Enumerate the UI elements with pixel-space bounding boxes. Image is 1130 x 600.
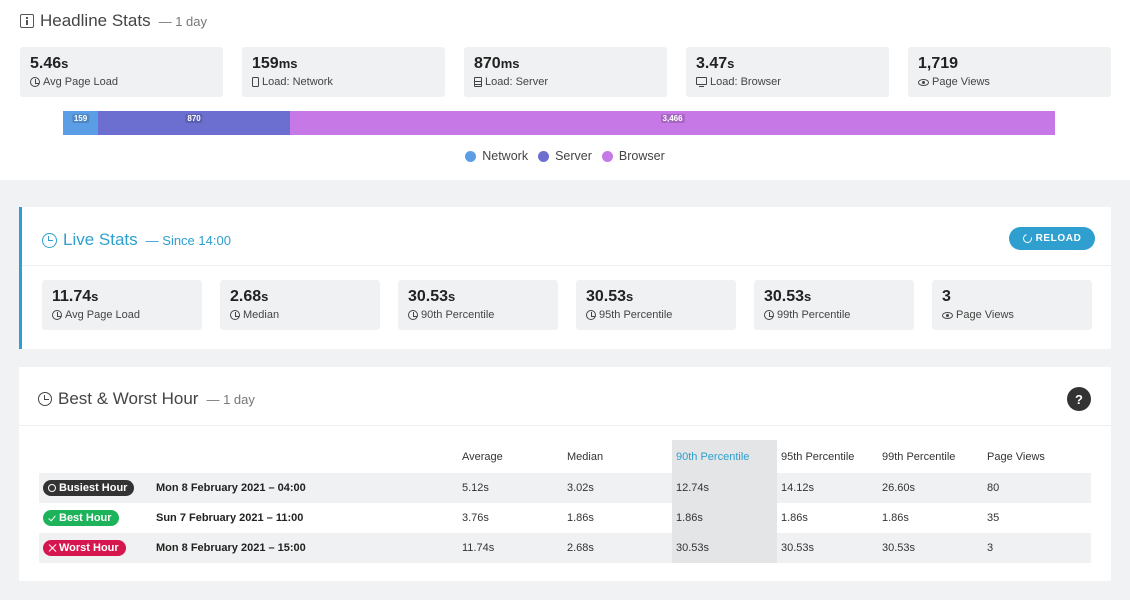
legend-item-browser[interactable]: Browser: [601, 149, 665, 163]
clock-icon: [408, 310, 418, 320]
col-header-median[interactable]: Median: [567, 450, 604, 463]
clock-icon: [30, 77, 40, 87]
clock-icon: [230, 310, 240, 320]
eye-icon: [918, 78, 929, 86]
headline-title: Headline Stats — 1 day: [20, 11, 207, 31]
reload-icon: [1020, 232, 1034, 245]
info-icon: [20, 14, 34, 28]
legend-dot: [465, 150, 477, 162]
clock-icon: [52, 310, 62, 320]
live-stat-median: 2.68s Median: [220, 280, 380, 330]
live-stat-99th-percentile: 30.53s 99th Percentile: [754, 280, 914, 330]
phone-icon: [252, 77, 259, 87]
col-header: [39, 440, 156, 473]
col-header-99th-percentile[interactable]: 99th Percentile: [882, 450, 956, 463]
table-row: Busiest Hour Mon 8 February 2021 – 04:00…: [39, 473, 1091, 503]
clock-icon: [38, 392, 52, 406]
server-icon: [474, 77, 482, 87]
worst-hour-badge: Worst Hour: [43, 540, 126, 556]
divider: [19, 425, 1111, 426]
monitor-icon: [696, 77, 707, 88]
bar-segment-browser[interactable]: 3,466: [290, 111, 1055, 135]
live-stats-title: Live Stats — Since 14:00: [42, 230, 231, 250]
live-stat-95th-percentile: 30.53s 95th Percentile: [576, 280, 736, 330]
live-stat-avg-page-load: 11.74s Avg Page Load: [42, 280, 202, 330]
help-button[interactable]: ?: [1067, 387, 1091, 411]
stat-load-network: 159ms Load: Network: [242, 47, 445, 97]
legend-item-server[interactable]: Server: [538, 149, 592, 163]
col-header-90th-percentile[interactable]: 90th Percentile: [672, 440, 777, 473]
best-hour-badge: Best Hour: [43, 510, 119, 526]
check-icon: [48, 514, 56, 522]
col-header-page-views[interactable]: Page Views: [987, 450, 1045, 463]
reload-button[interactable]: RELOAD: [1009, 227, 1095, 250]
col-header: [156, 440, 462, 473]
busiest-hour-badge: Busiest Hour: [43, 480, 135, 496]
legend-item-network[interactable]: Network: [465, 149, 528, 163]
clock-icon: [48, 484, 56, 492]
live-stat-90th-percentile: 30.53s 90th Percentile: [398, 280, 558, 330]
table-row: Best Hour Sun 7 February 2021 – 11:00 3.…: [39, 503, 1091, 533]
best-worst-table: Average Median 90th Percentile 95th Perc…: [39, 440, 1091, 563]
best-worst-hour-panel: Best & Worst Hour — 1 day ? Average Medi…: [19, 367, 1111, 581]
eye-icon: [942, 311, 953, 319]
stat-load-server: 870ms Load: Server: [464, 47, 667, 97]
legend-dot: [538, 150, 550, 162]
table-header-row: Average Median 90th Percentile 95th Perc…: [39, 440, 1091, 473]
live-stats-panel: Live Stats — Since 14:00 RELOAD 11.74s A…: [19, 207, 1111, 349]
divider: [22, 265, 1111, 266]
best-worst-title: Best & Worst Hour — 1 day: [38, 389, 255, 409]
live-stat-page-views: 3 Page Views: [932, 280, 1092, 330]
clock-icon: [586, 310, 596, 320]
stat-avg-page-load: 5.46s Avg Page Load: [20, 47, 223, 97]
bar-legend: Network Server Browser: [0, 149, 1130, 163]
bar-segment-network[interactable]: 159: [63, 111, 99, 135]
stat-page-views: 1,719 Page Views: [908, 47, 1111, 97]
col-header-average[interactable]: Average: [462, 450, 503, 463]
clock-icon: [764, 310, 774, 320]
stat-load-browser: 3.47s Load: Browser: [686, 47, 889, 97]
clock-icon: [42, 232, 57, 248]
headline-stats-panel: Headline Stats — 1 day 5.46s Avg Page Lo…: [0, 0, 1130, 180]
load-timing-bar: 159 870 3,466: [63, 111, 1055, 135]
legend-dot: [601, 150, 613, 162]
bar-segment-server[interactable]: 870: [98, 111, 291, 135]
col-header-95th-percentile[interactable]: 95th Percentile: [781, 450, 855, 463]
close-icon: [48, 544, 56, 552]
table-row: Worst Hour Mon 8 February 2021 – 15:00 1…: [39, 533, 1091, 563]
